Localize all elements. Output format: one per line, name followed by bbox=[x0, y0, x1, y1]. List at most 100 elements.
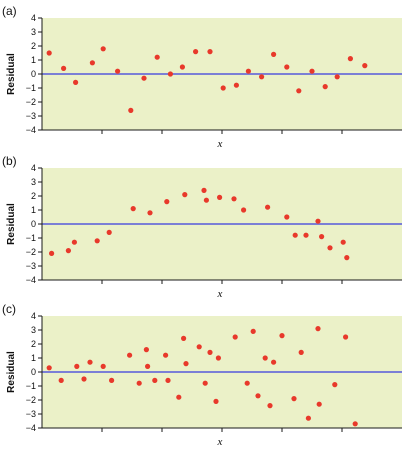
y-tick-label: 0 bbox=[31, 69, 36, 79]
x-axis-label: x bbox=[217, 138, 223, 150]
data-point bbox=[343, 334, 349, 340]
data-point bbox=[46, 365, 52, 371]
y-tick-label: −1 bbox=[26, 381, 36, 391]
y-tick-label: −2 bbox=[26, 97, 36, 107]
data-point bbox=[46, 50, 52, 56]
data-point bbox=[279, 333, 285, 339]
data-point bbox=[73, 79, 79, 85]
y-axis-label: Residual bbox=[6, 53, 17, 95]
data-point bbox=[284, 214, 290, 220]
data-point bbox=[255, 393, 261, 399]
data-point bbox=[115, 68, 121, 74]
panel-3: 4 3 2 1 0 −1 −2 −3 −4 (c) Residual x bbox=[2, 302, 402, 448]
panel-label: (b) bbox=[2, 154, 17, 168]
data-point bbox=[109, 377, 115, 383]
y-tick-label: 0 bbox=[31, 219, 36, 229]
x-axis-label: x bbox=[217, 288, 223, 300]
y-axis-label: Residual bbox=[6, 203, 17, 245]
y-tick-label: 1 bbox=[31, 353, 36, 363]
data-point bbox=[141, 75, 147, 81]
data-point bbox=[143, 347, 149, 353]
x-axis-label: x bbox=[217, 436, 223, 448]
data-point bbox=[100, 363, 106, 369]
y-tick-label: −4 bbox=[26, 275, 36, 285]
panel-2: 4 3 2 1 0 −1 −2 −3 −4 (b) Residual x bbox=[2, 154, 402, 300]
data-point bbox=[347, 56, 353, 62]
data-point bbox=[259, 74, 265, 80]
y-axis-label: Residual bbox=[6, 351, 17, 393]
data-point bbox=[127, 352, 133, 358]
data-point bbox=[136, 380, 142, 386]
data-point bbox=[217, 194, 223, 200]
data-point bbox=[147, 210, 153, 216]
y-tick-label: −2 bbox=[26, 395, 36, 405]
data-point bbox=[164, 199, 170, 205]
data-point bbox=[196, 344, 202, 350]
y-tick-label: −3 bbox=[26, 409, 36, 419]
data-point bbox=[193, 49, 199, 55]
data-point bbox=[94, 238, 100, 244]
y-tick-label: 3 bbox=[31, 27, 36, 37]
data-point bbox=[315, 218, 321, 224]
data-point bbox=[202, 380, 208, 386]
data-point bbox=[362, 63, 368, 69]
y-tick-label: 0 bbox=[31, 367, 36, 377]
y-tick-label: 3 bbox=[31, 325, 36, 335]
y-tick-label: 2 bbox=[31, 191, 36, 201]
data-point bbox=[152, 377, 158, 383]
y-tick-label: 2 bbox=[31, 41, 36, 51]
data-point bbox=[265, 204, 271, 210]
data-point bbox=[267, 403, 273, 409]
data-point bbox=[71, 239, 77, 245]
data-point bbox=[271, 359, 277, 365]
data-point bbox=[176, 394, 182, 400]
data-point bbox=[207, 349, 213, 355]
data-point bbox=[244, 380, 250, 386]
data-point bbox=[322, 84, 328, 90]
data-point bbox=[163, 352, 169, 358]
data-point bbox=[203, 197, 209, 203]
data-point bbox=[309, 68, 315, 74]
data-point bbox=[296, 88, 302, 94]
data-point bbox=[241, 207, 247, 213]
data-point bbox=[167, 71, 173, 77]
data-point bbox=[233, 82, 239, 88]
data-point bbox=[319, 234, 325, 240]
data-point bbox=[220, 85, 226, 91]
data-point bbox=[291, 396, 297, 402]
y-tick-label: 2 bbox=[31, 339, 36, 349]
y-tick-label: 1 bbox=[31, 205, 36, 215]
data-point bbox=[74, 363, 80, 369]
data-point bbox=[303, 232, 309, 238]
data-point bbox=[327, 245, 333, 251]
data-point bbox=[262, 355, 268, 361]
data-point bbox=[58, 377, 64, 383]
data-point bbox=[181, 335, 187, 341]
data-point bbox=[245, 68, 251, 74]
data-point bbox=[179, 64, 185, 70]
data-point bbox=[344, 255, 350, 261]
data-point bbox=[128, 107, 134, 113]
data-point bbox=[145, 363, 151, 369]
data-point bbox=[89, 60, 95, 66]
data-point bbox=[305, 415, 311, 421]
data-point bbox=[100, 46, 106, 52]
y-tick-label: −4 bbox=[26, 125, 36, 135]
y-tick-label: 3 bbox=[31, 177, 36, 187]
y-tick-label: −4 bbox=[26, 423, 36, 433]
panel-label: (a) bbox=[2, 4, 17, 18]
data-point bbox=[87, 359, 93, 365]
panel-label: (c) bbox=[2, 302, 16, 316]
data-point bbox=[130, 206, 136, 212]
data-point bbox=[352, 421, 358, 427]
y-tick-label: −1 bbox=[26, 83, 36, 93]
data-point bbox=[250, 328, 256, 334]
data-point bbox=[232, 334, 238, 340]
data-point bbox=[154, 54, 160, 60]
data-point bbox=[165, 377, 171, 383]
data-point bbox=[315, 326, 321, 332]
data-point bbox=[292, 232, 298, 238]
panel-1: 4 3 2 1 0 −1 −2 −3 −4 (a) Residual x bbox=[2, 4, 402, 150]
data-point bbox=[49, 250, 55, 256]
